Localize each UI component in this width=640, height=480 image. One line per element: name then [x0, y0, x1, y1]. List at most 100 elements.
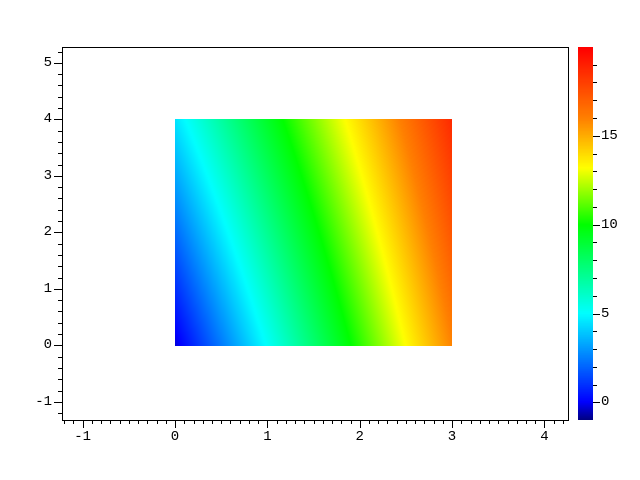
- x-major-tick: [359, 420, 361, 428]
- x-minor-tick: [516, 420, 518, 424]
- x-minor-tick: [433, 420, 435, 424]
- colorbar-tick-label: 5: [601, 305, 610, 322]
- x-minor-tick: [332, 420, 333, 424]
- x-minor-tick: [350, 420, 352, 424]
- x-minor-tick: [415, 420, 417, 424]
- y-minor-tick: [58, 198, 62, 200]
- x-minor-tick: [230, 420, 232, 424]
- x-minor-tick: [165, 420, 167, 424]
- y-minor-tick: [58, 164, 62, 166]
- x-minor-tick: [553, 420, 555, 424]
- y-minor-tick: [58, 311, 62, 313]
- x-minor-tick: [110, 420, 112, 424]
- x-minor-tick: [276, 420, 278, 424]
- x-minor-tick: [304, 420, 306, 424]
- y-minor-tick: [58, 266, 62, 268]
- y-minor-tick: [58, 153, 62, 155]
- x-minor-tick: [424, 420, 426, 424]
- colorbar-minor-tick: [593, 189, 597, 191]
- x-tick-label: 1: [263, 429, 272, 445]
- colorbar-minor-tick: [593, 331, 597, 333]
- x-minor-tick: [405, 420, 407, 424]
- y-minor-tick: [58, 243, 62, 245]
- y-tick-label: 3: [43, 167, 52, 184]
- y-minor-tick: [58, 322, 62, 324]
- colorbar-major-tick: [593, 313, 600, 315]
- x-major-tick: [175, 420, 176, 428]
- x-tick-label: 4: [540, 429, 549, 445]
- x-minor-tick: [489, 420, 490, 424]
- y-major-tick: [54, 119, 62, 121]
- x-minor-tick: [221, 420, 223, 424]
- colorbar: [578, 47, 593, 420]
- colorbar-minor-tick: [593, 64, 597, 66]
- y-tick-label: -1: [35, 393, 52, 410]
- x-minor-tick: [479, 420, 481, 424]
- y-tick-label: 2: [43, 224, 52, 241]
- colorbar-minor-tick: [593, 171, 597, 173]
- colorbar-minor-tick: [593, 206, 597, 208]
- x-minor-tick: [119, 420, 121, 424]
- y-minor-tick: [58, 187, 62, 189]
- y-major-tick: [54, 401, 62, 403]
- colorbar-major-tick: [593, 224, 600, 226]
- colorbar-minor-tick: [593, 260, 597, 262]
- x-minor-tick: [73, 420, 75, 424]
- colorbar-tick-label: 10: [601, 216, 618, 233]
- x-minor-tick: [193, 420, 195, 424]
- y-minor-tick: [58, 85, 62, 87]
- colorbar-minor-tick: [593, 349, 597, 350]
- x-minor-tick: [396, 420, 398, 424]
- heatmap-image: [175, 119, 452, 346]
- x-minor-tick: [156, 420, 158, 424]
- colorbar-minor-tick: [593, 277, 597, 279]
- colorbar-minor-tick: [593, 242, 597, 244]
- y-major-tick: [54, 232, 62, 234]
- y-minor-tick: [58, 74, 62, 76]
- x-minor-tick: [378, 420, 380, 424]
- y-minor-tick: [58, 334, 62, 335]
- y-tick-label: 1: [43, 280, 52, 297]
- y-minor-tick: [58, 130, 62, 132]
- colorbar-minor-tick: [593, 366, 597, 368]
- x-minor-tick: [258, 420, 260, 424]
- x-minor-tick: [211, 420, 213, 424]
- y-minor-tick: [58, 356, 62, 358]
- colorbar-tick-label: 15: [601, 127, 618, 144]
- y-minor-tick: [58, 141, 62, 143]
- y-major-tick: [54, 175, 62, 177]
- x-minor-tick: [248, 420, 250, 424]
- x-major-tick: [544, 420, 546, 428]
- x-minor-tick: [341, 420, 343, 424]
- x-minor-tick: [461, 420, 463, 424]
- colorbar-minor-tick: [593, 100, 597, 102]
- x-minor-tick: [562, 420, 564, 424]
- y-major-tick: [54, 288, 62, 290]
- y-minor-tick: [58, 379, 62, 381]
- x-minor-tick: [295, 420, 297, 424]
- x-minor-tick: [470, 420, 472, 424]
- y-tick-label: 5: [43, 54, 52, 71]
- x-minor-tick: [128, 420, 130, 424]
- colorbar-tick-label: 0: [601, 394, 610, 411]
- x-tick-label: 3: [447, 429, 457, 445]
- y-minor-tick: [58, 209, 62, 211]
- colorbar-major-tick: [593, 402, 600, 404]
- x-minor-tick: [285, 420, 287, 424]
- y-minor-tick: [58, 51, 62, 53]
- colorbar-minor-tick: [593, 295, 597, 297]
- x-minor-tick: [202, 420, 204, 424]
- x-minor-tick: [184, 420, 186, 424]
- x-tick-label: -1: [74, 429, 92, 445]
- y-minor-tick: [58, 413, 62, 415]
- x-minor-tick: [507, 420, 509, 424]
- x-minor-tick: [525, 420, 527, 424]
- y-tick-label: 4: [43, 111, 52, 128]
- y-minor-tick: [58, 390, 62, 392]
- x-minor-tick: [147, 420, 149, 424]
- x-minor-tick: [64, 420, 66, 424]
- y-major-tick: [54, 345, 62, 347]
- x-minor-tick: [368, 420, 370, 424]
- colorbar-minor-tick: [593, 384, 597, 386]
